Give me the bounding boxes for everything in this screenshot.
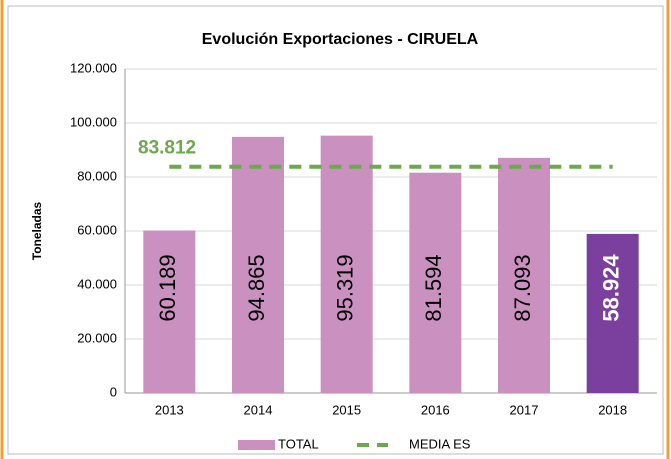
- bar: [409, 172, 462, 393]
- value-label: 58.924: [598, 254, 623, 322]
- value-label: 87.093: [510, 254, 535, 321]
- y-axis-label: Toneladas: [30, 201, 44, 260]
- chart-border: [7, 5, 664, 455]
- y-tick-label: 80.000: [77, 168, 117, 183]
- x-tick-label: 2014: [244, 402, 273, 417]
- y-tick-label: 100.000: [70, 114, 117, 129]
- y-tick-label: 20.000: [77, 330, 117, 345]
- legend-label: TOTAL: [278, 436, 319, 451]
- y-tick-label: 120.000: [70, 60, 117, 75]
- legend-swatch: [238, 440, 275, 450]
- bar: [232, 136, 284, 393]
- value-label: 94.865: [244, 254, 269, 321]
- bar: [498, 157, 550, 393]
- y-tick-label: 60.000: [77, 222, 117, 237]
- x-tick-label: 2017: [510, 402, 539, 417]
- value-label: 81.594: [421, 254, 446, 321]
- bar: [586, 233, 639, 393]
- y-tick-label: 0: [110, 384, 117, 399]
- y-tick-label: 40.000: [77, 276, 117, 291]
- chart-title: Evolución Exportaciones - CIRUELA: [202, 31, 479, 48]
- bar: [320, 135, 373, 393]
- x-tick-label: 2015: [332, 402, 361, 417]
- legend-label: MEDIA ES: [409, 436, 471, 451]
- mean-label: 83.812: [138, 138, 196, 159]
- x-tick-label: 2018: [598, 402, 627, 417]
- x-tick-label: 2016: [421, 402, 450, 417]
- value-label: 95.319: [332, 254, 357, 321]
- bar: [143, 230, 196, 393]
- value-label: 60.189: [155, 254, 180, 321]
- x-tick-label: 2013: [155, 402, 184, 417]
